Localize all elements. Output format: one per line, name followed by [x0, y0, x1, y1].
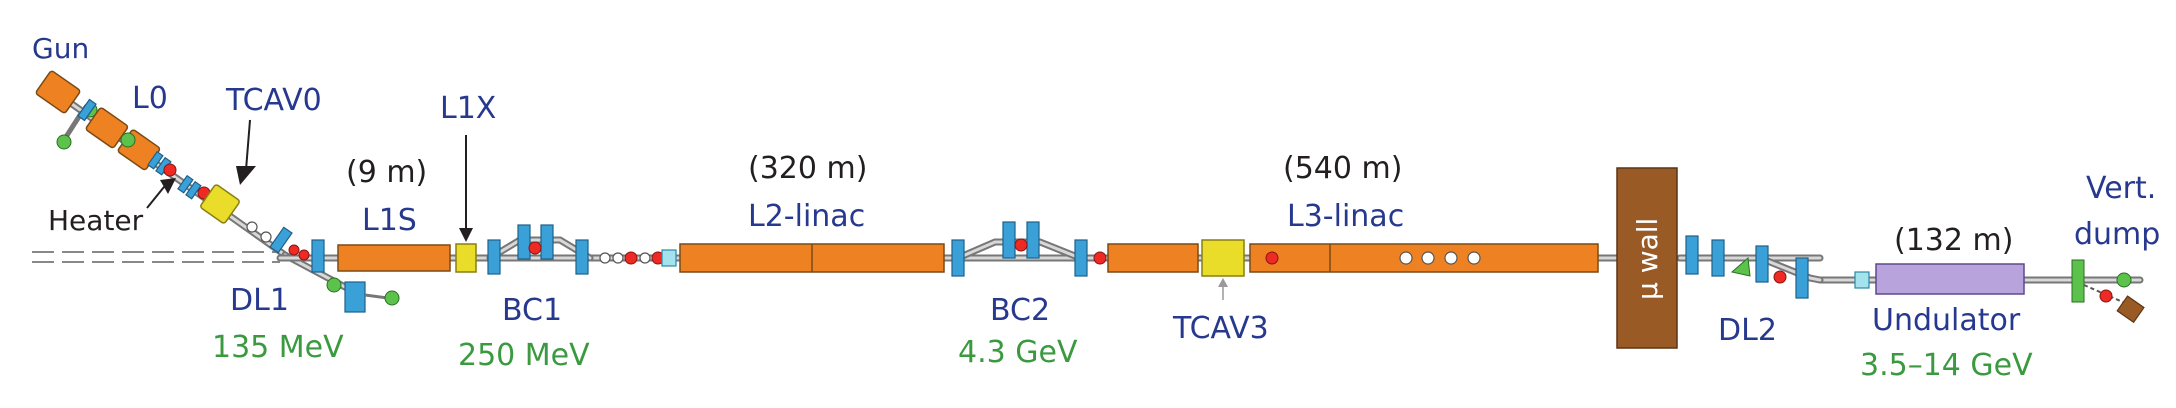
- label-dl2: DL2: [1718, 313, 1777, 348]
- label-bc2: BC2: [990, 293, 1050, 328]
- label-bc1-energy: 250 MeV: [458, 338, 590, 373]
- l1x-cavity: [455, 243, 477, 273]
- tcav3-cavity: [1201, 239, 1245, 277]
- label-l2-length: (320 m): [748, 151, 867, 186]
- tcav0-cavity: [200, 184, 240, 224]
- l1s-accelerator: [337, 244, 451, 272]
- label-und-length: (132 m): [1894, 223, 2013, 258]
- label-heater: Heater: [48, 204, 144, 237]
- label-vert: Vert.: [2086, 171, 2156, 206]
- bc2-magnets: [951, 221, 1107, 277]
- gun: [35, 70, 81, 114]
- label-mu-wall: μ wall: [1631, 218, 1664, 300]
- label-undulator: Undulator: [1872, 303, 2021, 338]
- undulator: [1875, 263, 2025, 295]
- gun-branch-end: [56, 134, 72, 150]
- label-l1s-length: (9 m): [346, 155, 427, 190]
- label-tcav3: TCAV3: [1172, 311, 1269, 346]
- label-l2: L2-linac: [748, 199, 865, 234]
- label-bc2-energy: 4.3 GeV: [958, 335, 1078, 370]
- dl2-magnets: [1685, 235, 1870, 299]
- label-l3-length: (540 m): [1283, 151, 1402, 186]
- l3-linac: [1249, 243, 1599, 273]
- dl1-section: [311, 239, 400, 313]
- label-pointers: [146, 119, 1228, 300]
- bc1-chicane: [486, 236, 594, 262]
- injector-elements: [147, 150, 310, 261]
- label-l3: L3-linac: [1287, 199, 1404, 234]
- tcav3-arrow-head: [1218, 278, 1228, 287]
- straight-ahead-line: [32, 251, 280, 263]
- l0-section: [85, 107, 161, 171]
- label-l0: L0: [132, 81, 168, 116]
- label-dl1-energy: 135 MeV: [212, 330, 344, 365]
- l3-front-section: [1107, 243, 1199, 273]
- label-dl1: DL1: [230, 283, 289, 318]
- vertical-dump: [2071, 259, 2145, 324]
- label-bc1: BC1: [502, 293, 562, 328]
- label-dump: dump: [2074, 217, 2160, 252]
- label-l1s: L1S: [362, 203, 417, 238]
- label-tcav0: TCAV0: [225, 83, 322, 118]
- label-und-energy: 3.5–14 GeV: [1860, 348, 2033, 383]
- heater-arrow-head: [160, 178, 176, 194]
- bc1-magnets: [487, 224, 677, 275]
- gun-solenoid: [77, 98, 97, 122]
- tcav0-arrow-head: [236, 166, 256, 185]
- mu-wall: [1616, 167, 1678, 349]
- l1x-arrow-head: [459, 228, 473, 242]
- l2-linac: [679, 243, 945, 273]
- gun-branch: [56, 110, 85, 150]
- label-gun: Gun: [32, 32, 89, 65]
- label-l1x: L1X: [440, 91, 496, 126]
